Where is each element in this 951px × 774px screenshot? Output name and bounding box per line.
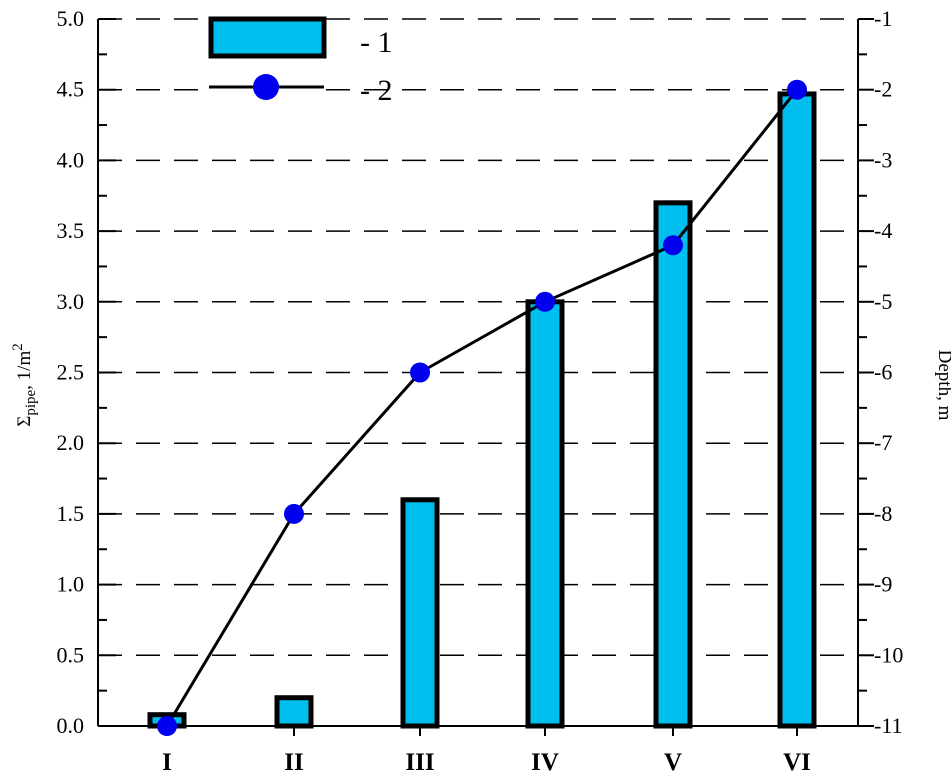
y2-tick-label: -5: [874, 289, 892, 314]
y2-tick-label: -3: [874, 147, 892, 172]
legend-marker-swatch: [253, 74, 279, 100]
y-tick-label: 1.0: [57, 572, 85, 597]
x-tick-label: II: [284, 749, 303, 774]
y-tick-label: 2.0: [57, 430, 85, 455]
y2-tick-label: -9: [874, 572, 892, 597]
y2-tick-label: -11: [874, 713, 903, 738]
x-tick-label: VI: [783, 749, 811, 774]
bar-II: [274, 695, 314, 729]
depth-point-I: [157, 716, 177, 736]
legend-label-1: - 1: [360, 26, 393, 59]
x-tick-label: V: [664, 749, 682, 774]
y-tick-label: 2.5: [57, 360, 85, 385]
y-tick-label: 3.5: [57, 218, 85, 243]
bar-V: [653, 200, 693, 729]
depth-point-IV: [535, 291, 555, 312]
legend-label-2: - 2: [360, 74, 393, 107]
y-tick-label: 1.5: [57, 501, 85, 526]
legend-bar-swatch: [208, 16, 327, 59]
y2-tick-label: -8: [874, 501, 892, 526]
depth-point-VI: [787, 79, 807, 100]
y-tick-label: 5.0: [57, 6, 85, 31]
y2-axis-title: Depth, m: [934, 350, 951, 421]
y2-tick-label: -6: [874, 360, 892, 385]
bar-VI: [777, 91, 817, 729]
line-series: [157, 79, 807, 736]
y-axis-title-sub: pipe: [23, 389, 39, 415]
y-tick-label: 3.0: [57, 289, 85, 314]
y-tick-label: 4.0: [57, 147, 85, 172]
y-tick-label: 4.5: [57, 77, 85, 102]
bar-III: [400, 497, 440, 729]
x-tick-label: III: [405, 749, 434, 774]
legend: - 1- 2: [208, 16, 393, 107]
y2-tick-label: -10: [874, 642, 903, 667]
bar-series: [147, 91, 817, 729]
y-tick-label: 0.0: [57, 713, 85, 738]
depth-point-II: [284, 503, 304, 524]
bar-IV: [525, 299, 565, 729]
y-axis-title-base: Σ: [14, 416, 35, 427]
x-tick-label: I: [162, 749, 172, 774]
y2-tick-label: -4: [874, 218, 892, 243]
y-axis-title-sup: 2: [10, 343, 26, 351]
y-axis-title-rest: , 1/m: [14, 351, 35, 390]
y2-tick-label: -2: [874, 77, 892, 102]
x-tick-label: IV: [531, 749, 559, 774]
axes: 0.0 0.5 1.0 1.5 2.0 2.5 3.0 3.5 4.0 4.5 5.0 -11 -10 -…: [57, 6, 904, 774]
depth-point-V: [663, 235, 683, 256]
grid-lines: [98, 18, 858, 657]
y2-tick-label: -7: [874, 430, 892, 455]
y2-tick-label: -1: [874, 6, 892, 31]
depth-line: [165, 88, 799, 727]
y-tick-label: 0.5: [57, 642, 85, 667]
y-axis-title: Σpipe, 1/m2: [10, 343, 39, 426]
depth-point-III: [410, 362, 430, 383]
